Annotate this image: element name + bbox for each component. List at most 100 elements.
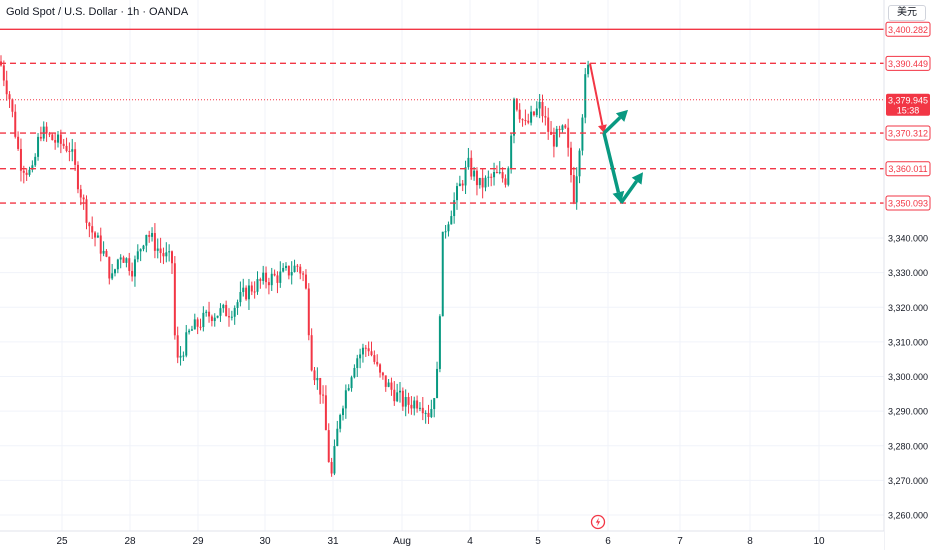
candle-body xyxy=(438,316,441,369)
candle-body xyxy=(245,287,248,300)
candle-body xyxy=(239,292,242,303)
candle-body xyxy=(507,168,510,185)
currency-selector[interactable]: 美元 xyxy=(888,5,926,21)
candle-body xyxy=(102,250,105,254)
candle-body xyxy=(39,136,42,139)
candle-body xyxy=(85,199,88,223)
candle-body xyxy=(564,125,567,128)
candle-body xyxy=(159,248,162,254)
candle-body xyxy=(464,167,467,186)
candle-body xyxy=(202,312,205,328)
candle-body xyxy=(148,234,151,237)
candle-body xyxy=(530,111,533,123)
candle-body xyxy=(484,177,487,188)
y-tick-label: 3,290.000 xyxy=(888,407,928,417)
candle-body xyxy=(76,164,79,190)
x-tick-label: 28 xyxy=(124,536,136,547)
candle-body xyxy=(128,258,131,271)
candle-body xyxy=(373,355,376,362)
candle-body xyxy=(461,183,464,186)
candle-body xyxy=(379,364,382,373)
x-tick-label: 30 xyxy=(259,536,271,547)
candle-body xyxy=(19,148,22,171)
candle-body xyxy=(290,271,293,276)
candle-body xyxy=(282,267,285,272)
candle-body xyxy=(367,348,370,352)
candle-body xyxy=(182,355,185,357)
y-tick-label: 3,310.000 xyxy=(888,337,928,347)
candle-body xyxy=(347,388,350,391)
candle-body xyxy=(487,176,490,178)
candle-body xyxy=(302,273,305,275)
candle-body xyxy=(54,140,57,143)
y-tick-label: 3,330.000 xyxy=(888,268,928,278)
y-tick-label: 3,340.000 xyxy=(888,234,928,244)
candle-body xyxy=(176,335,179,358)
x-axis: 25 28 29 30 31 Aug 4 5 6 7 8 10 xyxy=(0,530,884,550)
candle-body xyxy=(236,302,239,308)
candle-body xyxy=(145,234,148,246)
candle-body xyxy=(65,145,68,151)
candle-body xyxy=(168,251,171,253)
x-tick-label: 6 xyxy=(605,536,611,547)
candle-body xyxy=(233,307,236,317)
candle-body xyxy=(587,64,590,75)
x-tick-label: 4 xyxy=(467,536,473,547)
candle-body xyxy=(558,128,561,131)
y-tick-label: 3,300.000 xyxy=(888,372,928,382)
candle-body xyxy=(424,412,427,414)
candle-body xyxy=(136,251,139,260)
candle-body xyxy=(399,390,401,393)
candle-body xyxy=(307,288,310,336)
level-price-label: 3,350.093 xyxy=(888,199,928,209)
projection-arrows xyxy=(589,63,643,205)
candle-body xyxy=(376,361,379,365)
candle-body xyxy=(313,370,316,381)
candle-body xyxy=(242,287,245,293)
candle-body xyxy=(544,116,547,118)
candle-body xyxy=(31,165,34,170)
candle-body xyxy=(396,392,399,402)
candle-body xyxy=(515,98,518,110)
candle-body xyxy=(96,235,99,238)
candle-body xyxy=(538,101,541,109)
candle-body xyxy=(527,120,530,123)
candle-body xyxy=(162,253,165,257)
candle-body xyxy=(210,316,213,322)
candle-body xyxy=(393,389,396,402)
flash-icon[interactable] xyxy=(590,514,606,530)
candle-body xyxy=(94,232,97,238)
candle-body xyxy=(535,108,538,116)
candle-body xyxy=(324,395,327,431)
candle-body xyxy=(14,111,17,137)
candle-body xyxy=(390,382,393,390)
candle-body xyxy=(48,133,51,135)
x-tick-label: Aug xyxy=(393,536,411,547)
level-price-label: 3,400.282 xyxy=(888,25,928,35)
candle-body xyxy=(339,415,342,429)
candle-body xyxy=(510,135,513,169)
arrow-head xyxy=(615,109,628,122)
candle-body xyxy=(473,170,476,177)
candle-body xyxy=(131,270,134,277)
level-price-label: 3,390.449 xyxy=(888,59,928,69)
candle-body xyxy=(427,412,430,418)
level-price-tag xyxy=(885,125,931,141)
candle-body xyxy=(287,265,290,276)
candle-body xyxy=(151,233,154,237)
candle-body xyxy=(578,150,581,177)
candle-body xyxy=(59,134,62,144)
x-tick-label: 25 xyxy=(56,536,68,547)
candle-body xyxy=(45,126,48,134)
candle-body xyxy=(230,316,233,318)
candle-body xyxy=(253,291,256,293)
candle-body xyxy=(504,178,507,185)
candle-body xyxy=(222,304,225,309)
candle-body xyxy=(208,311,211,317)
candle-body xyxy=(219,308,222,316)
candle-body xyxy=(495,172,498,174)
candle-body xyxy=(216,315,219,318)
candle-body xyxy=(205,311,208,313)
candle-body xyxy=(319,377,322,395)
